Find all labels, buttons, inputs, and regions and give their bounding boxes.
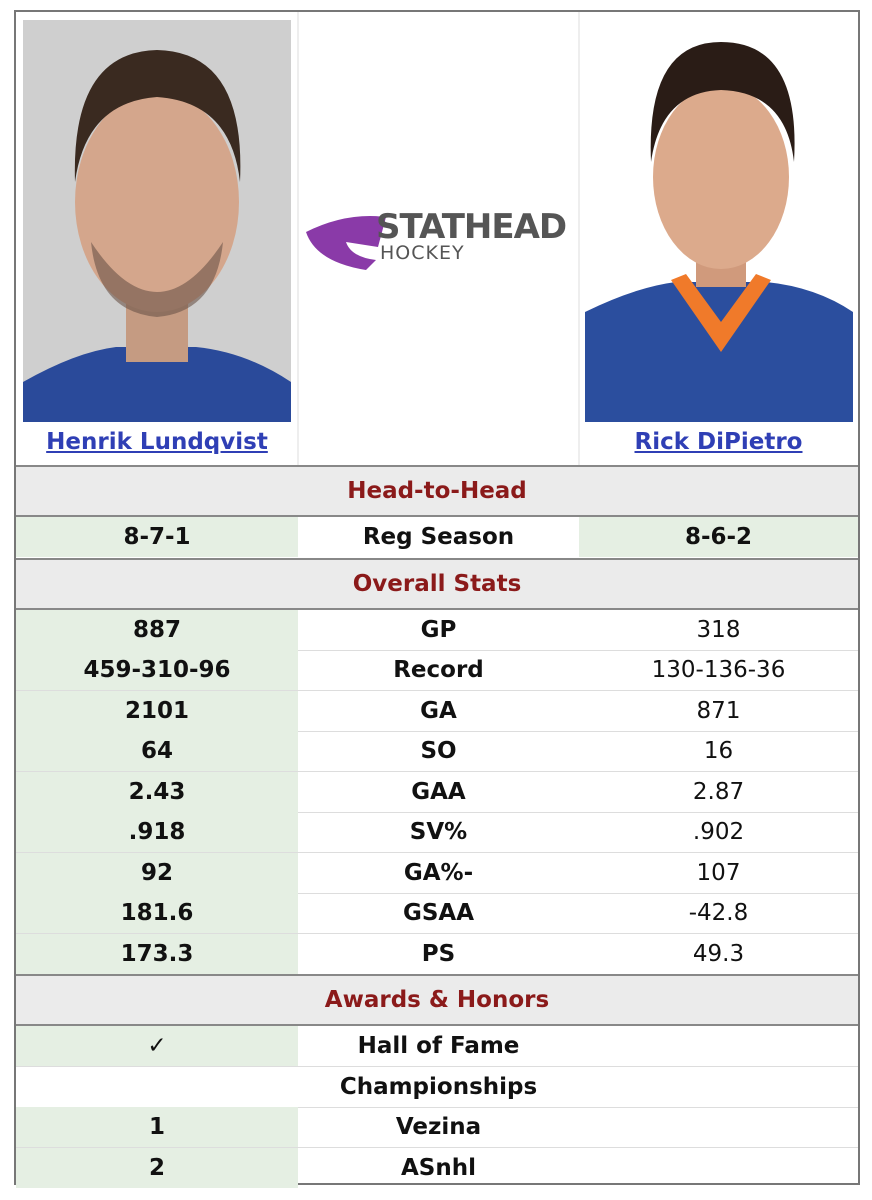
section-header: Head-to-Head bbox=[16, 465, 858, 517]
stat-value: 2 bbox=[16, 1147, 298, 1188]
stat-label: PS bbox=[421, 940, 456, 967]
stat-label: ASnhl bbox=[401, 1154, 476, 1181]
stat-value: 64 bbox=[16, 731, 298, 771]
player-photo bbox=[585, 20, 853, 422]
stat-label: GAA bbox=[411, 778, 466, 805]
stat-value: 2.87 bbox=[692, 778, 745, 805]
stat-value: 871 bbox=[696, 697, 741, 724]
stat-value: 173.3 bbox=[16, 933, 298, 974]
logo-text: STATHEAD bbox=[376, 207, 567, 247]
stat-value: 130-136-36 bbox=[651, 657, 786, 683]
section-header: Overall Stats bbox=[16, 557, 858, 610]
stat-value: 107 bbox=[696, 859, 741, 886]
stat-value: 2101 bbox=[16, 690, 298, 731]
logo-subtext: HOCKEY bbox=[380, 242, 465, 264]
stat-value: 49.3 bbox=[692, 940, 745, 967]
row-divider bbox=[16, 771, 858, 772]
stat-label: Hall of Fame bbox=[357, 1033, 520, 1059]
logo-swoosh bbox=[306, 216, 386, 270]
stat-label: Reg Season bbox=[362, 524, 515, 550]
stat-value: 8-6-2 bbox=[579, 517, 858, 557]
row-divider bbox=[16, 1066, 858, 1067]
stat-label: SV% bbox=[409, 819, 468, 845]
stat-value: 318 bbox=[696, 616, 741, 643]
player-photo bbox=[23, 20, 291, 422]
stat-value: -42.8 bbox=[688, 900, 749, 926]
stat-value: 887 bbox=[16, 609, 298, 650]
stat-label: Vezina bbox=[395, 1114, 482, 1140]
stat-value: 2.43 bbox=[16, 771, 298, 812]
empty-cell bbox=[16, 1067, 298, 1107]
row-divider bbox=[16, 690, 858, 691]
player-link[interactable]: Henrik Lundqvist bbox=[46, 429, 268, 455]
stat-value: 459-310-96 bbox=[16, 650, 298, 690]
empty-cell bbox=[579, 1067, 858, 1107]
row-divider bbox=[16, 811, 858, 813]
row-divider bbox=[16, 730, 858, 732]
empty-cell bbox=[579, 1026, 858, 1066]
stat-label: GA%- bbox=[403, 859, 474, 886]
stat-value: ✓ bbox=[16, 1026, 298, 1066]
stat-label: GSAA bbox=[402, 900, 475, 926]
stat-label: GP bbox=[420, 616, 457, 643]
player-link[interactable]: Rick DiPietro bbox=[634, 429, 803, 455]
stat-value: .918 bbox=[16, 812, 298, 852]
section-header: Awards & Honors bbox=[16, 974, 858, 1026]
stat-label: Championships bbox=[339, 1073, 538, 1100]
empty-cell bbox=[579, 1148, 858, 1188]
stat-label: SO bbox=[420, 738, 457, 764]
comparison-table: STATHEAD HOCKEY Henrik Lundqvist Rick Di… bbox=[14, 10, 860, 1188]
header-graphics bbox=[23, 12, 853, 465]
stat-value: 8-7-1 bbox=[16, 517, 298, 557]
row-divider bbox=[16, 933, 858, 934]
row-divider bbox=[16, 1106, 858, 1108]
row-divider bbox=[16, 892, 858, 894]
stat-value: 92 bbox=[16, 852, 298, 893]
stat-value: 181.6 bbox=[16, 893, 298, 933]
row-divider bbox=[16, 852, 858, 853]
stat-label: GA bbox=[420, 697, 457, 724]
row-divider bbox=[16, 649, 858, 651]
stat-label: Record bbox=[393, 657, 484, 683]
empty-cell bbox=[579, 1107, 858, 1147]
stat-value: 16 bbox=[703, 738, 734, 764]
stat-value: .902 bbox=[692, 819, 745, 845]
stat-value: 1 bbox=[16, 1107, 298, 1147]
row-divider bbox=[16, 1147, 858, 1148]
